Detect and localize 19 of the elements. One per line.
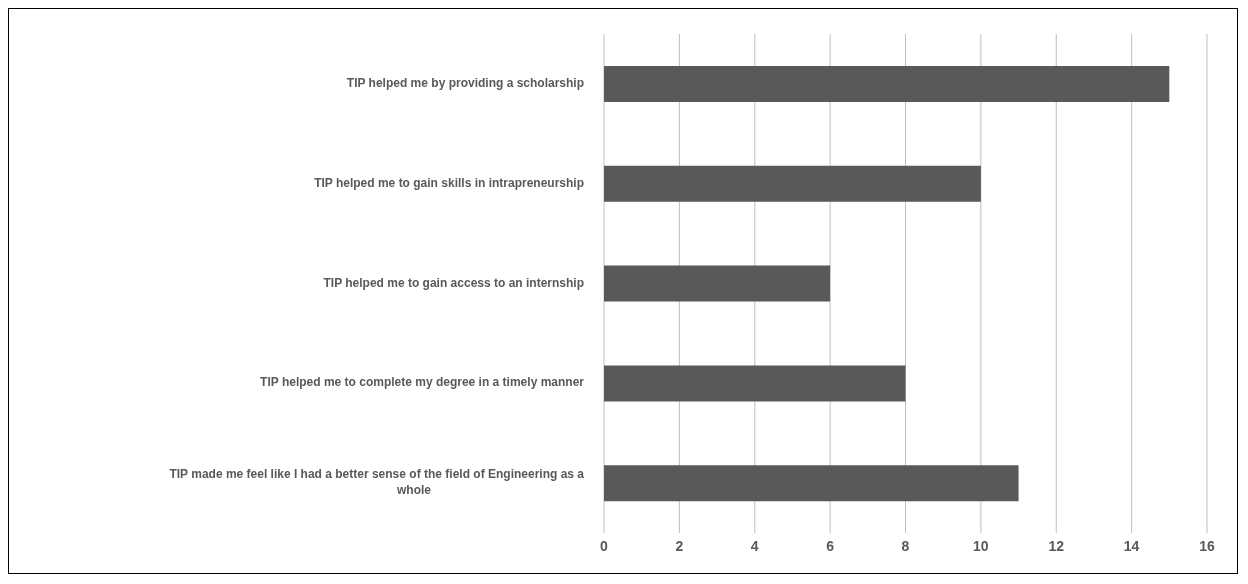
x-tick-label: 6	[826, 537, 835, 554]
x-tick-label: 10	[973, 537, 989, 554]
x-tick-label: 0	[600, 537, 609, 554]
bar	[604, 465, 1019, 502]
y-tick-label: TIP helped me to gain skills in intrapreneurship	[314, 175, 584, 190]
x-tick-label: 14	[1123, 537, 1140, 554]
y-tick-label: TIP helped me to gain access to an internship	[323, 275, 584, 290]
x-tick-label: 4	[750, 537, 759, 554]
y-tick-label: TIP helped me to complete my degree in a timely manner	[260, 375, 585, 390]
y-tick-label: TIP helped me by providing a scholarship	[346, 76, 584, 91]
bar	[604, 365, 906, 402]
x-tick-label: 2	[675, 537, 684, 554]
bar	[604, 66, 1170, 102]
x-tick-label: 12	[1048, 537, 1065, 554]
x-tick-label: 16	[1199, 537, 1215, 554]
x-tick-label: 8	[901, 537, 910, 554]
bar	[604, 265, 831, 302]
bar	[604, 165, 981, 202]
y-tick-label: TIP made me feel like I had a better sense of the field of Engineering as a whole	[169, 467, 585, 498]
